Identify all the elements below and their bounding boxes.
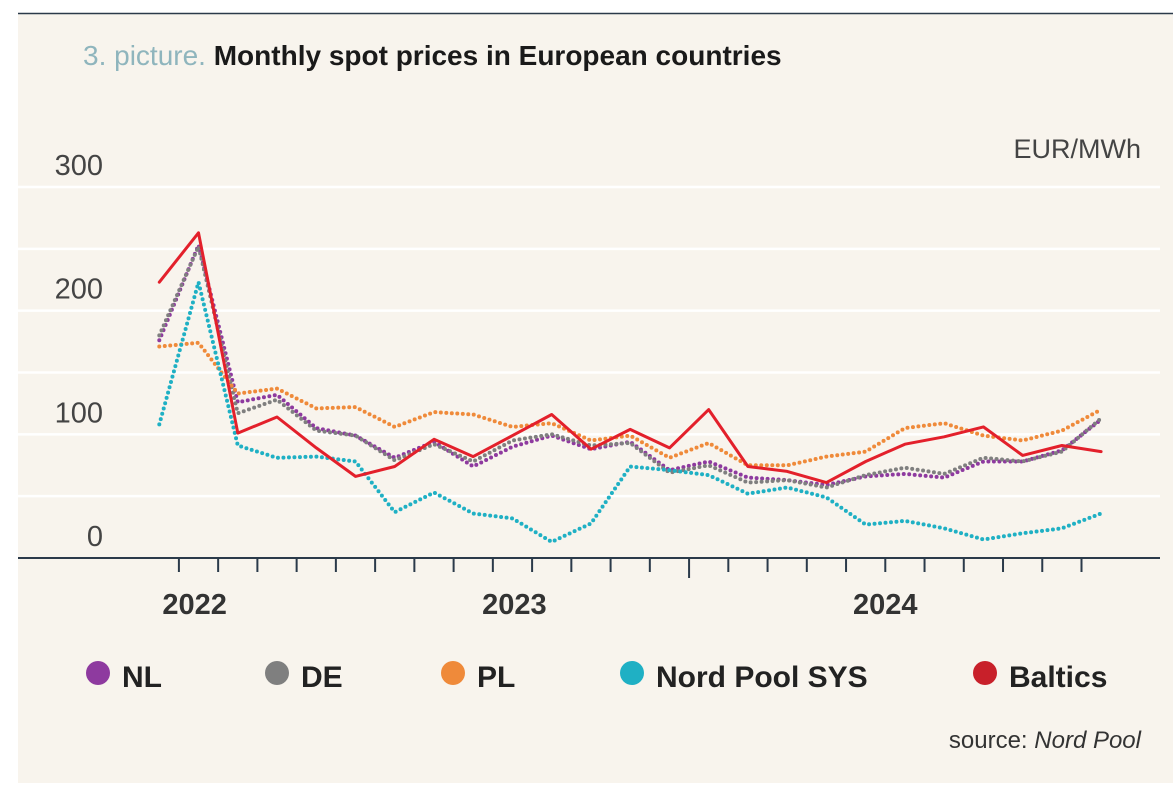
legend-swatch <box>441 661 465 685</box>
legend-swatch <box>620 661 644 685</box>
legend-label: NL <box>122 661 162 694</box>
y-tick-label: 300 <box>55 150 103 182</box>
plot: 0 100 200 300 2022 2023 2024 NL DE PL Nord Pool SY… <box>18 150 1160 694</box>
legend-swatch <box>973 661 997 685</box>
legend-swatch <box>265 661 289 685</box>
legend-label: DE <box>301 661 343 694</box>
y-tick-label: 200 <box>55 274 103 306</box>
x-tick-label: 2024 <box>853 589 918 621</box>
series-line <box>157 231 1103 485</box>
unit-label: EUR/MWh <box>1014 134 1142 164</box>
source-label: source: <box>949 727 1028 754</box>
series-line <box>157 243 1104 487</box>
background <box>18 13 1173 783</box>
source-name: Nord Pool <box>1034 727 1141 754</box>
series-line <box>157 340 1104 468</box>
legend-swatch <box>86 661 110 685</box>
x-tick-label: 2022 <box>162 589 227 621</box>
legend-label: PL <box>477 661 515 694</box>
series-line <box>157 244 1104 490</box>
source: source: Nord Pool <box>949 727 1142 754</box>
y-tick-label: 100 <box>55 397 103 429</box>
y-tick-label: 0 <box>87 521 103 553</box>
title-prefix: 3. picture. <box>83 40 206 71</box>
series-line <box>157 280 1104 544</box>
chart-title: 3. picture. Monthly spot prices in Europ… <box>83 40 782 71</box>
x-tick-label: 2023 <box>482 589 547 621</box>
legend-label: Nord Pool SYS <box>656 661 868 694</box>
title-text: Monthly spot prices in European countrie… <box>214 40 782 71</box>
legend-label: Baltics <box>1009 661 1107 694</box>
